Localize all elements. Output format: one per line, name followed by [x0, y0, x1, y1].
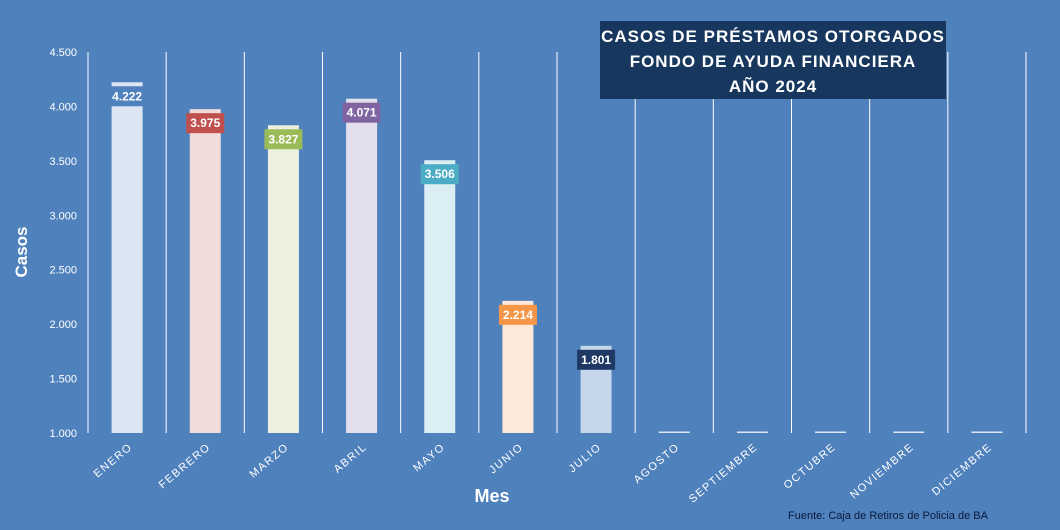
chart-title: CASOS DE PRÉSTAMOS OTORGADOS FONDO DE AY…: [600, 21, 946, 99]
y-tick-label: 1.000: [49, 428, 77, 440]
data-label-box: [498, 304, 537, 325]
data-label: 4.071: [347, 106, 377, 120]
data-label: 3.827: [268, 132, 298, 146]
x-tick-label: MAYO: [411, 441, 447, 474]
x-tick-label: JULIO: [567, 441, 604, 475]
bars: [111, 82, 1003, 434]
grid-lines: [87, 52, 1027, 433]
x-tick-label: MARZO: [247, 441, 291, 481]
bar-febrero: [189, 109, 221, 434]
data-labels: 4.222 3.975 3.827 4.071 3.506 2.214 1.801: [108, 86, 616, 370]
x-tick-label: AGOSTO: [632, 441, 683, 486]
data-label: 2.214: [503, 308, 533, 322]
x-axis-ticks: ENERO FEBRERO MARZO ABRIL MAYO JUNIO JULIO AGOS…: [92, 441, 995, 505]
data-label: 1.801: [581, 353, 611, 367]
title-line-2: FONDO DE AYUDA FINANCIERA: [630, 52, 917, 71]
y-axis-ticks: 1.000 1.500 2.000 2.500 3.000 3.500 4.000 4.500: [49, 47, 77, 440]
data-label-box: [577, 349, 616, 370]
x-axis-label: Mes: [474, 486, 509, 506]
bar-septiembre: [736, 431, 768, 433]
bar-mayo: [424, 160, 456, 434]
title-line-3: AÑO 2024: [729, 76, 817, 96]
y-tick-label: 1.500: [49, 374, 77, 386]
title-box: [600, 21, 946, 99]
y-tick-label: 2.000: [49, 319, 77, 331]
x-tick-label: NOVIEMBRE: [848, 441, 917, 501]
x-tick-label: ENERO: [92, 441, 135, 480]
bar-octubre: [815, 431, 847, 433]
bar-agosto: [658, 431, 690, 433]
bar-enero: [111, 82, 143, 434]
x-tick-label: OCTUBRE: [782, 441, 839, 492]
source-note: Fuente: Caja de Retiros de Policia de BA: [788, 510, 989, 522]
data-label-box: [342, 102, 381, 123]
x-tick-label: FEBRERO: [157, 441, 214, 491]
bar-abril: [346, 98, 378, 434]
data-label-box: [264, 129, 303, 150]
y-axis-label: Casos: [12, 226, 31, 277]
bar-noviembre: [893, 431, 925, 433]
y-tick-label: 3.000: [49, 210, 77, 222]
data-label: 3.975: [190, 116, 220, 130]
y-tick-label: 3.500: [49, 156, 77, 168]
y-tick-label: 2.500: [49, 265, 77, 277]
data-label: 4.222: [112, 89, 142, 103]
x-tick-label: DICIEMBRE: [930, 441, 995, 498]
y-tick-label: 4.000: [49, 101, 77, 113]
data-label: 3.506: [425, 167, 455, 181]
data-label-box: [420, 164, 459, 185]
data-label-box: [186, 113, 225, 134]
x-tick-label: JUNIO: [487, 441, 526, 476]
bar-diciembre: [971, 431, 1003, 433]
title-line-1: CASOS DE PRÉSTAMOS OTORGADOS: [601, 27, 945, 46]
bar-marzo: [267, 125, 299, 433]
y-tick-label: 4.500: [49, 47, 77, 59]
x-tick-label: ABRIL: [332, 441, 370, 475]
x-tick-label: SEPTIEMBRE: [687, 441, 761, 505]
data-label-box: [108, 86, 147, 107]
